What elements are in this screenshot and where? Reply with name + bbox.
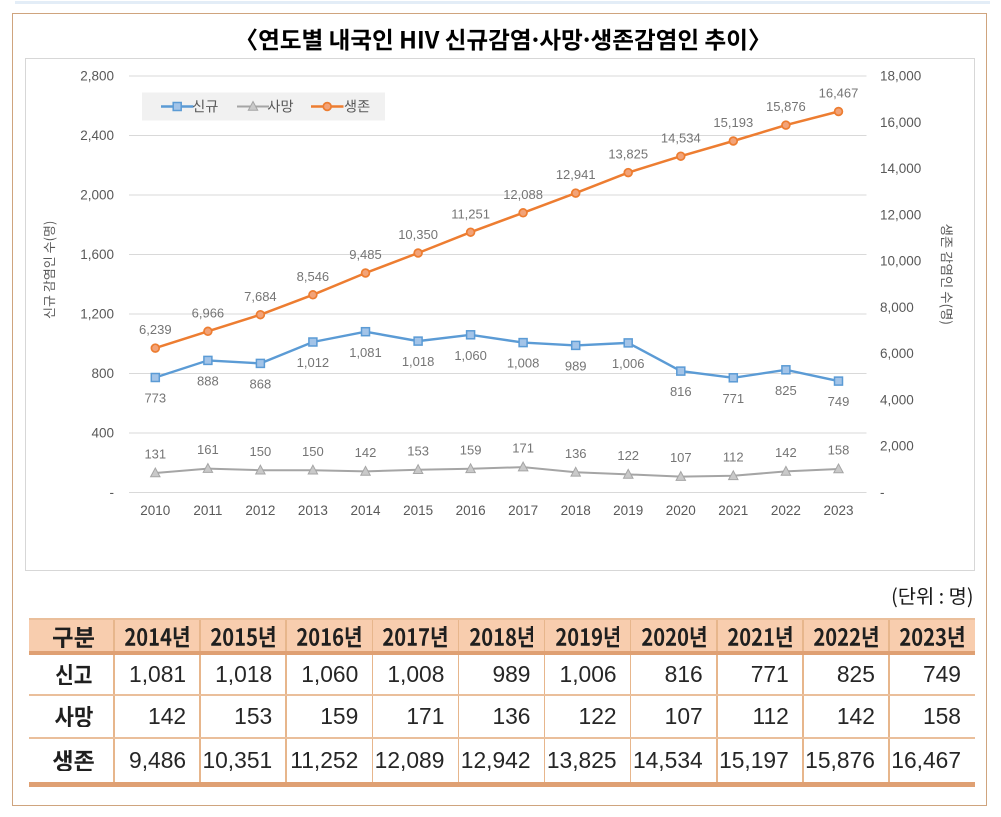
svg-text:112: 112 [723,449,744,464]
svg-text:161: 161 [197,442,219,457]
svg-text:800: 800 [91,366,114,381]
svg-text:749: 749 [828,394,850,409]
svg-text:15,193: 15,193 [713,115,753,130]
svg-text:18,000: 18,000 [880,69,921,84]
svg-text:2010: 2010 [140,503,170,518]
svg-text:16,000: 16,000 [880,115,921,130]
svg-text:1,008: 1,008 [507,356,540,371]
svg-text:12,941: 12,941 [556,167,596,182]
svg-text:888: 888 [197,374,219,389]
svg-text:142: 142 [775,445,797,460]
svg-text:6,000: 6,000 [880,346,914,361]
svg-text:14,534: 14,534 [661,130,701,145]
svg-text:2014: 2014 [350,503,381,518]
svg-text:1,018: 1,018 [402,354,435,369]
svg-text:9,485: 9,485 [349,247,382,262]
svg-text:2,000: 2,000 [80,188,114,203]
svg-text:131: 131 [144,447,166,462]
svg-text:11,251: 11,251 [451,206,490,221]
svg-text:1,081: 1,081 [349,345,382,360]
svg-text:868: 868 [250,377,272,392]
svg-text:150: 150 [250,444,272,459]
svg-text:2018: 2018 [561,503,591,518]
svg-text:2013: 2013 [298,503,328,518]
svg-text:1,060: 1,060 [454,348,487,363]
svg-text:771: 771 [722,391,744,406]
svg-text:158: 158 [828,443,850,458]
svg-text:1,012: 1,012 [297,355,330,370]
svg-text:2017: 2017 [508,503,538,518]
svg-text:2021: 2021 [718,503,748,518]
svg-text:2020: 2020 [666,503,696,518]
svg-text:8,000: 8,000 [880,300,914,315]
svg-text:400: 400 [91,426,114,441]
svg-text:2,400: 2,400 [80,128,114,143]
svg-text:7,684: 7,684 [244,289,277,304]
svg-text:2023: 2023 [823,503,853,518]
svg-text:10,350: 10,350 [398,227,438,242]
svg-text:12,000: 12,000 [880,207,921,222]
svg-text:-: - [880,485,885,500]
svg-text:107: 107 [670,450,692,465]
svg-text:2022: 2022 [771,503,801,518]
svg-text:150: 150 [302,444,324,459]
svg-text:136: 136 [565,446,587,461]
svg-text:122: 122 [617,448,639,463]
svg-text:2015: 2015 [403,503,433,518]
svg-text:1,006: 1,006 [612,356,645,371]
svg-text:15,876: 15,876 [766,99,806,114]
svg-text:825: 825 [775,383,797,398]
svg-text:4,000: 4,000 [880,392,914,407]
svg-text:989: 989 [565,359,587,374]
svg-text:14,000: 14,000 [880,161,921,176]
svg-text:1,200: 1,200 [80,307,114,322]
svg-text:2012: 2012 [245,503,275,518]
svg-text:153: 153 [407,443,429,458]
svg-text:159: 159 [460,442,482,457]
svg-text:2019: 2019 [613,503,643,518]
svg-text:6,239: 6,239 [139,322,172,337]
svg-text:1,600: 1,600 [80,247,114,262]
svg-text:2,000: 2,000 [880,439,914,454]
svg-text:171: 171 [512,441,534,456]
svg-text:16,467: 16,467 [819,86,859,101]
svg-text:2,800: 2,800 [80,69,114,84]
svg-text:13,825: 13,825 [608,147,648,162]
svg-text:773: 773 [144,391,166,406]
svg-text:10,000: 10,000 [880,254,921,269]
svg-text:-: - [110,485,115,500]
svg-text:142: 142 [355,445,377,460]
svg-text:12,088: 12,088 [503,187,543,202]
svg-text:2016: 2016 [456,503,486,518]
svg-text:8,546: 8,546 [297,269,330,284]
svg-text:2011: 2011 [193,503,222,518]
svg-text:816: 816 [670,384,692,399]
svg-text:6,966: 6,966 [192,305,225,320]
